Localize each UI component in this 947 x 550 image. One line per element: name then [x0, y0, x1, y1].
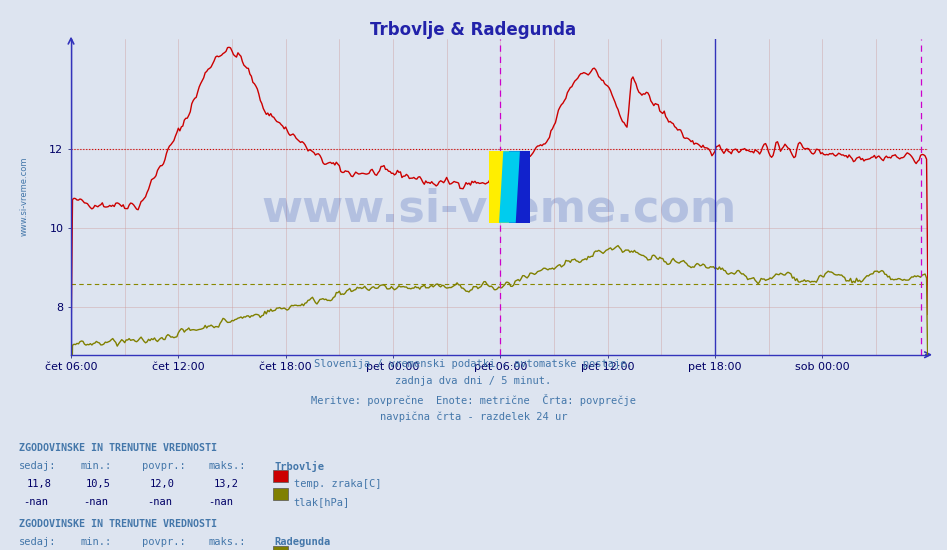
Bar [489, 151, 509, 223]
Text: 10,5: 10,5 [85, 479, 110, 489]
Text: navpična črta - razdelek 24 ur: navpična črta - razdelek 24 ur [380, 411, 567, 422]
Polygon shape [499, 151, 520, 223]
Text: 12,0: 12,0 [150, 479, 174, 489]
Text: zadnja dva dni / 5 minut.: zadnja dva dni / 5 minut. [396, 376, 551, 386]
Text: temp. zraka[C]: temp. zraka[C] [294, 479, 381, 489]
Text: 13,2: 13,2 [214, 479, 239, 489]
Bar [509, 151, 530, 223]
Text: www.si-vreme.com: www.si-vreme.com [19, 157, 28, 236]
Text: -nan: -nan [208, 497, 233, 507]
Text: min.:: min.: [80, 537, 112, 547]
Text: 11,8: 11,8 [27, 479, 51, 489]
Text: www.si-vreme.com: www.si-vreme.com [262, 188, 737, 231]
Text: -nan: -nan [24, 497, 48, 507]
Text: tlak[hPa]: tlak[hPa] [294, 497, 349, 507]
Text: -nan: -nan [83, 497, 108, 507]
Text: povpr.:: povpr.: [142, 461, 186, 471]
Text: ZGODOVINSKE IN TRENUTNE VREDNOSTI: ZGODOVINSKE IN TRENUTNE VREDNOSTI [19, 443, 217, 453]
Text: maks.:: maks.: [208, 461, 246, 471]
Text: Trbovlje: Trbovlje [275, 461, 325, 472]
Text: sedaj:: sedaj: [19, 537, 57, 547]
Text: sedaj:: sedaj: [19, 461, 57, 471]
Text: -nan: -nan [147, 497, 171, 507]
Text: maks.:: maks.: [208, 537, 246, 547]
Text: min.:: min.: [80, 461, 112, 471]
Text: Trbovlje & Radegunda: Trbovlje & Radegunda [370, 21, 577, 39]
Text: Radegunda: Radegunda [275, 537, 331, 547]
Text: ZGODOVINSKE IN TRENUTNE VREDNOSTI: ZGODOVINSKE IN TRENUTNE VREDNOSTI [19, 519, 217, 529]
Text: povpr.:: povpr.: [142, 537, 186, 547]
Text: Slovenija / vremenski podatki - avtomatske postaje.: Slovenija / vremenski podatki - avtomats… [314, 359, 633, 369]
Text: Meritve: povprečne  Enote: metrične  Črta: povprečje: Meritve: povprečne Enote: metrične Črta:… [311, 394, 636, 406]
